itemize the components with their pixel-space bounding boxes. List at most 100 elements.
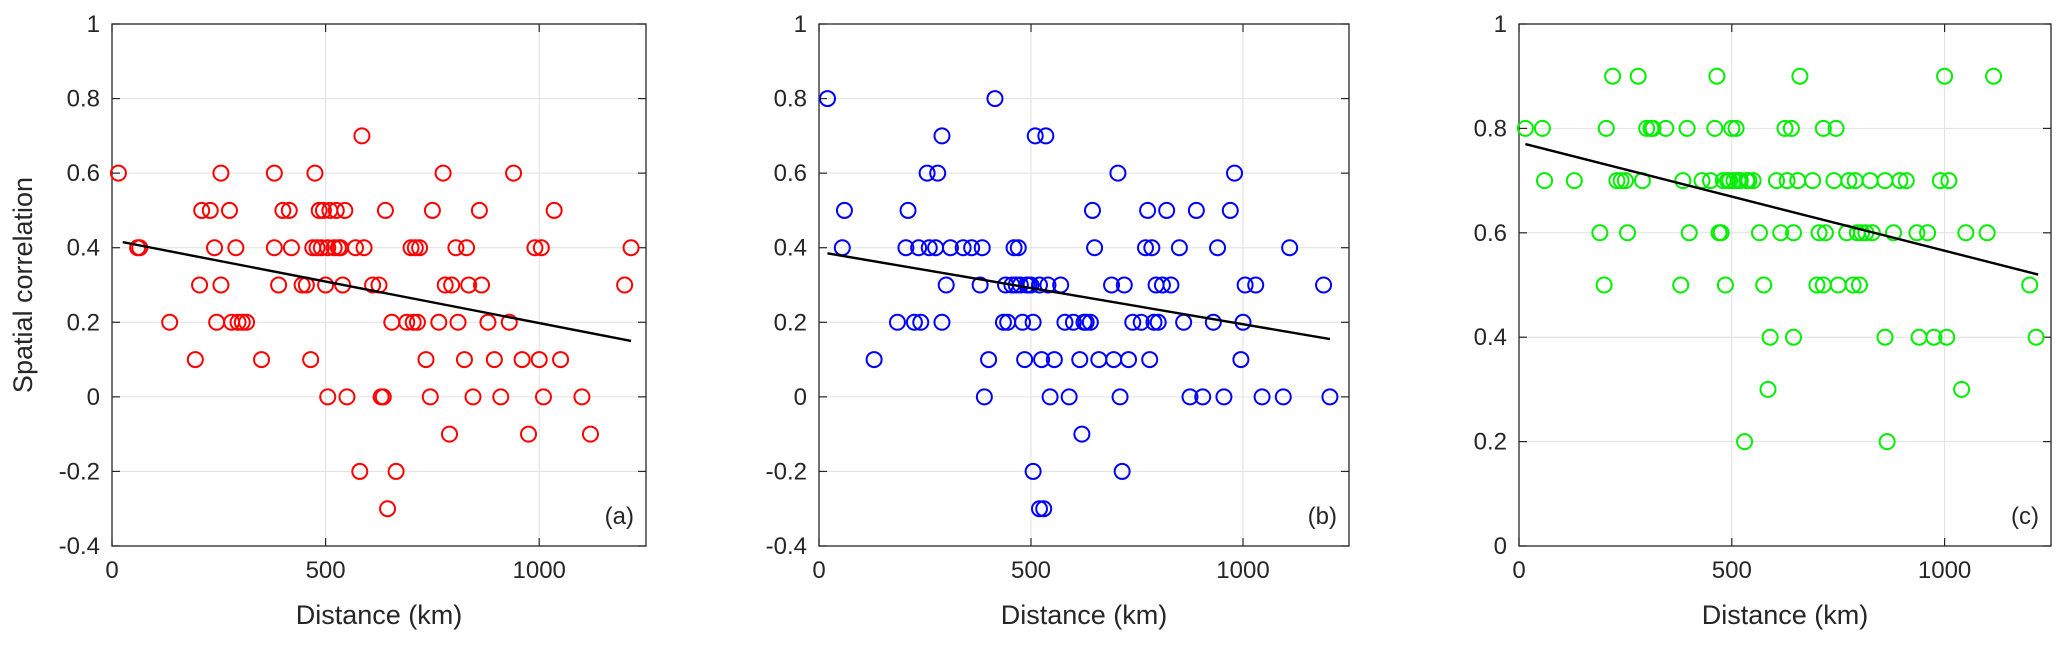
data-point (1736, 433, 1754, 451)
data-point (434, 164, 452, 182)
data-point (1808, 276, 1826, 294)
data-point (1638, 119, 1656, 137)
data-point (1111, 388, 1129, 406)
data-point (1081, 313, 1099, 331)
data-point (1891, 172, 1909, 190)
data-point (161, 313, 179, 331)
data-point (1782, 119, 1800, 137)
y-tick-label: 0.4 (67, 235, 100, 262)
data-point (265, 164, 283, 182)
data-point (1863, 224, 1881, 242)
data-point (319, 388, 337, 406)
data-point (376, 201, 394, 219)
data-point (351, 462, 369, 480)
panel-label: (c) (2011, 503, 2039, 530)
data-point (1162, 276, 1180, 294)
data-point (530, 351, 548, 369)
data-point (1149, 313, 1167, 331)
data-point (1170, 239, 1188, 257)
data-point (338, 388, 356, 406)
data-point (1056, 313, 1074, 331)
y-tick-label: 0.8 (774, 86, 807, 113)
x-axis-label: Distance (km) (296, 600, 463, 630)
data-point (1755, 276, 1773, 294)
data-point (622, 239, 640, 257)
data-point (449, 313, 467, 331)
data-point (447, 239, 465, 257)
data-point (1712, 224, 1730, 242)
data-point (912, 313, 930, 331)
data-point (2021, 276, 2039, 294)
y-tick-label: -0.2 (59, 458, 100, 485)
data-point (280, 201, 298, 219)
y-tick-label: 1 (794, 11, 807, 38)
data-point (1840, 172, 1858, 190)
y-axis-label: Spatial correlation (8, 177, 38, 393)
data-point (274, 201, 292, 219)
data-point (1680, 224, 1698, 242)
y-tick-label: 0.4 (1474, 324, 1507, 351)
data-point (1136, 239, 1154, 257)
data-point (455, 351, 473, 369)
data-point (899, 201, 917, 219)
data-point (470, 201, 488, 219)
data-point (1657, 119, 1675, 137)
data-point (1022, 276, 1040, 294)
data-point (1723, 119, 1741, 137)
data-point (398, 313, 416, 331)
data-point (1629, 67, 1647, 85)
data-point (1772, 224, 1790, 242)
data-point (1608, 172, 1626, 190)
trend-line (122, 240, 632, 343)
data-point (1033, 351, 1051, 369)
data-point (1716, 276, 1734, 294)
data-point (1005, 239, 1023, 257)
data-point (1209, 239, 1227, 257)
panel-label: (a) (605, 503, 634, 530)
data-point (1985, 67, 2003, 85)
data-point (191, 276, 209, 294)
data-point (1516, 119, 1534, 137)
data-point (1850, 276, 1868, 294)
data-point (975, 388, 993, 406)
data-point (233, 313, 251, 331)
data-point (282, 239, 300, 257)
data-point (436, 276, 454, 294)
data-point (1221, 201, 1239, 219)
data-point (253, 351, 271, 369)
data-point (417, 351, 435, 369)
y-tick-label: 0.6 (1474, 220, 1507, 247)
data-point (458, 239, 476, 257)
data-point (1674, 172, 1692, 190)
data-point (1083, 201, 1101, 219)
data-point (1591, 224, 1609, 242)
data-point (353, 127, 371, 145)
data-point (1940, 172, 1958, 190)
data-point (1030, 500, 1048, 518)
y-tick-label: -0.4 (766, 533, 807, 560)
data-point (1604, 67, 1622, 85)
data-point (534, 388, 552, 406)
data-point (1060, 388, 1078, 406)
y-tick-label: 0.6 (774, 160, 807, 187)
y-tick-label: 0.8 (1474, 115, 1507, 142)
data-point (1064, 313, 1082, 331)
data-point (1759, 380, 1777, 398)
data-point (1761, 328, 1779, 346)
data-point (334, 276, 352, 294)
data-point (2027, 328, 2045, 346)
data-point (973, 239, 991, 257)
y-tick-label: 1 (87, 11, 100, 38)
plot-area (819, 24, 1349, 546)
x-axis-label: Distance (km) (1001, 600, 1168, 630)
data-point (440, 425, 458, 443)
data-point (865, 351, 883, 369)
data-point (364, 276, 382, 294)
data-point (897, 239, 915, 257)
axes-box (818, 23, 1350, 547)
data-point (212, 164, 230, 182)
data-point (918, 164, 936, 182)
data-point (317, 276, 335, 294)
y-tick-label: 0.8 (67, 86, 100, 113)
data-point (616, 276, 634, 294)
